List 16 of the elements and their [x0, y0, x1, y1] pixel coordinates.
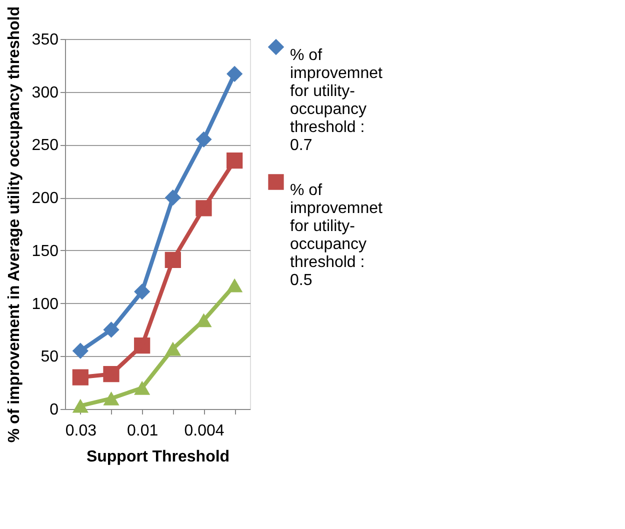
y-tick-label: 300	[32, 84, 59, 102]
x-tick-label: 0.03	[65, 422, 97, 440]
legend-label: % of improvemnet for utility-occupancy threshold : 0.7	[290, 47, 384, 154]
y-axis-title: % of improvement in Average utility occupancy threshold	[6, 6, 23, 443]
y-tick-label: 250	[32, 137, 59, 154]
legend-label: % of improvemnet for utility-occupancy threshold : 0.5	[290, 182, 384, 289]
x-tick-label: 0.01	[127, 422, 158, 440]
y-tick-label: 100	[32, 296, 59, 313]
y-tick-label: 0	[50, 402, 59, 418]
y-tick-label: 50	[40, 348, 59, 366]
y-tick-label: 350	[32, 32, 59, 48]
point	[72, 398, 88, 413]
y-tick-label: 200	[32, 190, 59, 208]
y-tick-label: 150	[32, 242, 59, 260]
x-axis-title: Support Threshold	[86, 448, 230, 466]
x-tick-label: 0.004	[184, 422, 224, 440]
